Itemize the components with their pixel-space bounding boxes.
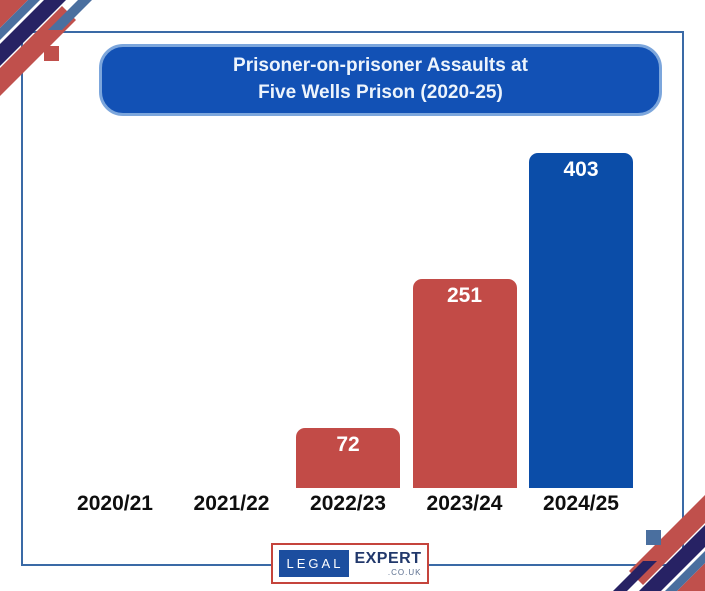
bar-value-label: 251 <box>446 284 483 307</box>
x-axis-label-2022-23: 2022/23 <box>310 492 386 515</box>
logo-right-column: EXPERT .CO.UK <box>354 549 422 577</box>
bar-value-label: 72 <box>336 433 360 456</box>
chart-title-line1: Prisoner-on-prisoner Assaults at <box>233 55 528 77</box>
bar-2022-23: 72 <box>296 428 400 488</box>
bar-2024-25: 403 <box>529 153 633 488</box>
x-axis-label-2023-24: 2023/24 <box>426 492 503 515</box>
logo-expert-text: EXPERT <box>354 549 422 567</box>
logo-legal-box: LEGAL <box>278 550 350 577</box>
bar-value-label: 403 <box>563 158 599 181</box>
chart-title-line2: Five Wells Prison (2020-25) <box>258 82 503 103</box>
x-axis-label-2020-21: 2020/21 <box>77 492 153 515</box>
x-axis-label-2021-22: 2021/22 <box>193 492 270 515</box>
logo-domain-text: .CO.UK <box>387 567 422 577</box>
x-axis-label-2024-25: 2024/25 <box>543 492 619 515</box>
legal-expert-logo: LEGAL EXPERT .CO.UK <box>271 543 429 584</box>
chart-title-banner: Prisoner-on-prisoner Assaults at Five We… <box>99 44 662 116</box>
bar-2023-24: 251 <box>412 279 517 488</box>
